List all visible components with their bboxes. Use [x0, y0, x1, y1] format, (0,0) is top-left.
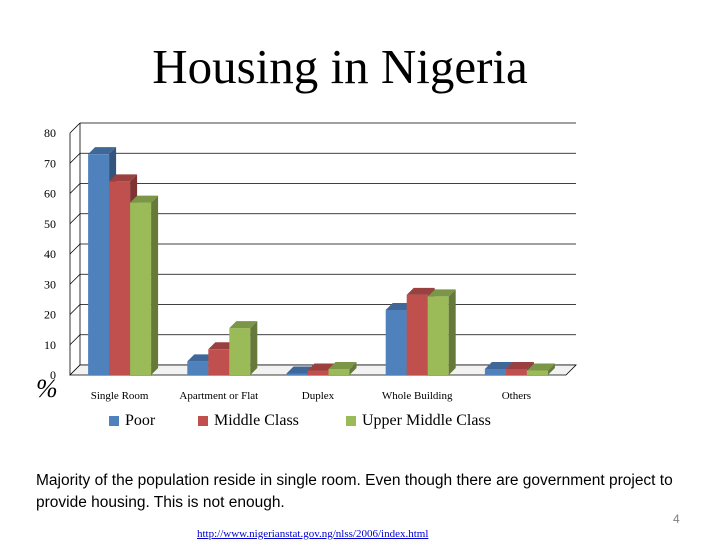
bar-side	[250, 321, 258, 375]
x-tick-label: Others	[502, 390, 531, 402]
bar	[328, 361, 357, 375]
y-tick-label: 80	[44, 126, 56, 140]
slide-title: Housing in Nigeria	[152, 39, 528, 94]
y-tick-label: 60	[44, 187, 56, 201]
y-tick-label: 10	[44, 338, 56, 352]
x-tick-label: Single Room	[91, 390, 149, 402]
bar-front	[109, 181, 131, 375]
bar-side	[448, 289, 456, 375]
bar-side	[349, 361, 357, 375]
y-tick-label: 70	[44, 156, 56, 170]
bar	[427, 289, 456, 375]
bar-front	[505, 368, 527, 375]
side-wall-line	[69, 122, 81, 134]
bar-top	[505, 361, 534, 369]
bar-front	[328, 368, 350, 375]
x-tick-label: Apartment or Flat	[179, 390, 258, 402]
bar-top	[406, 287, 435, 295]
side-wall-line	[69, 304, 81, 315]
bar	[526, 363, 555, 375]
side-wall-line	[69, 334, 81, 346]
x-tick-label: Whole Building	[382, 390, 453, 402]
bar-top	[427, 289, 456, 297]
page-number: 4	[673, 512, 680, 526]
side-wall-line	[69, 273, 81, 285]
bar-top	[328, 361, 357, 369]
legend-label-middle-class: Middle Class	[214, 412, 299, 429]
bar-front	[187, 361, 209, 375]
bar-front	[286, 373, 308, 375]
bar-top	[526, 363, 555, 371]
y-tick-label: 30	[44, 277, 56, 291]
legend-item-upper-middle-class: Upper Middle Class	[346, 411, 491, 431]
bar-front	[307, 370, 329, 375]
bar-front	[208, 349, 230, 375]
y-tick-label: 20	[44, 308, 56, 322]
bar-front	[427, 296, 449, 375]
legend-swatch-upper-middle-class	[346, 416, 356, 426]
slide-caption: Majority of the population reside in sin…	[36, 472, 673, 511]
legend-item-middle-class: Middle Class	[198, 411, 299, 431]
x-tick-label: Duplex	[302, 390, 335, 402]
bar-top	[484, 361, 513, 369]
y-tick-label: 0	[50, 368, 56, 382]
side-wall-line	[69, 152, 81, 164]
legend-label-poor: Poor	[125, 412, 156, 429]
bar-top	[109, 174, 138, 182]
bar-front	[385, 309, 407, 375]
bar-front	[88, 154, 110, 375]
bar-top	[229, 321, 258, 329]
legend-item-poor: Poor	[109, 411, 155, 431]
bar-front	[229, 328, 251, 375]
side-wall-line	[69, 183, 81, 194]
legend-swatch-poor	[109, 416, 119, 426]
side-wall-line	[69, 243, 81, 255]
legend-label-upper-middle-class: Upper Middle Class	[362, 412, 491, 429]
bar-front	[130, 202, 152, 375]
legend-swatch-middle-class	[198, 416, 208, 426]
bar-side	[547, 363, 555, 375]
bar-front	[484, 368, 506, 375]
bar-front	[406, 294, 428, 375]
y-tick-label: 50	[44, 217, 56, 231]
source-link[interactable]: http://www.nigerianstat.gov.ng/nlss/2006…	[197, 528, 429, 540]
bar	[130, 195, 159, 375]
bar-front	[526, 370, 548, 375]
y-tick-label: 40	[44, 247, 56, 261]
bar-top	[307, 363, 336, 371]
bar-side	[151, 195, 159, 375]
side-wall-line	[69, 213, 81, 225]
y-axis-unit: %	[36, 374, 58, 403]
bar-top	[130, 195, 159, 203]
bar-top	[88, 147, 117, 155]
bar	[229, 321, 258, 375]
